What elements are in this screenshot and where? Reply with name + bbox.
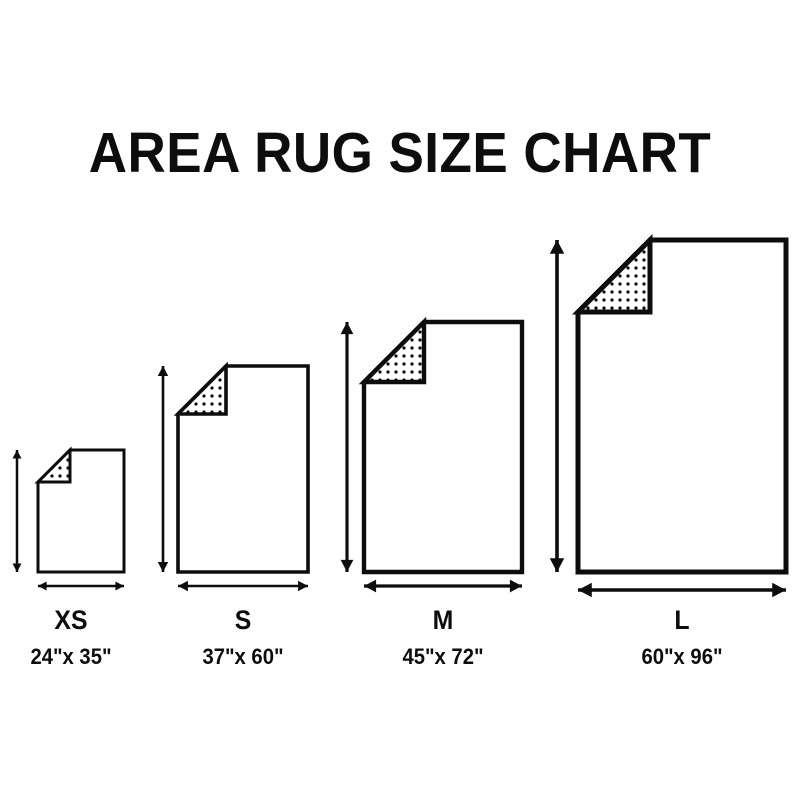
- size-dimensions-l: 60"x 96": [641, 644, 723, 669]
- length-arrow-m-head: [340, 559, 354, 572]
- size-label-l: L 60"x 96": [582, 606, 782, 669]
- size-name-m: M: [432, 605, 454, 635]
- size-name-l: L: [674, 605, 690, 635]
- length-arrow-s: [157, 366, 169, 572]
- rug-s: [157, 361, 310, 592]
- length-arrow-l-head: [549, 240, 565, 254]
- length-arrow-xs: [12, 450, 22, 572]
- width-arrow-l-head: [578, 582, 592, 598]
- width-arrow-m: [364, 579, 522, 593]
- size-name-s: S: [234, 605, 252, 635]
- length-arrow-s-head: [157, 366, 169, 376]
- width-arrow-xs-head: [115, 581, 124, 591]
- page-title: AREA RUG SIZE CHART: [88, 121, 712, 185]
- length-arrow-m-head: [340, 322, 354, 335]
- size-dimensions-m: 45"x 72": [402, 644, 484, 669]
- size-dimensions-xs: 24"x 35": [30, 644, 112, 669]
- length-arrow-s-head: [157, 562, 169, 572]
- fold-outline-l: [571, 233, 653, 315]
- rug-m: [340, 316, 525, 593]
- width-arrow-s-head: [178, 580, 188, 592]
- width-arrow-l: [578, 582, 786, 598]
- width-arrow-xs: [38, 581, 124, 591]
- size-label-m: M 45"x 72": [343, 606, 543, 669]
- length-arrow-m: [340, 322, 354, 572]
- size-dimensions-s: 37"x 60": [202, 644, 284, 669]
- rug-l: [549, 233, 789, 598]
- fold-outline-s: [173, 361, 228, 416]
- length-arrow-l: [549, 240, 565, 572]
- length-arrow-xs-head: [12, 563, 22, 572]
- size-label-s: S 37"x 60": [143, 606, 343, 669]
- width-arrow-s: [178, 580, 308, 592]
- width-arrow-l-head: [772, 582, 786, 598]
- width-arrow-m-head: [509, 579, 522, 593]
- length-arrow-xs-head: [12, 450, 22, 459]
- fold-outline-m: [358, 316, 427, 385]
- size-label-xs: XS 24"x 35": [0, 606, 171, 669]
- fold-outline-xs: [34, 446, 72, 484]
- rug-xs: [12, 446, 126, 591]
- width-arrow-xs-head: [38, 581, 47, 591]
- rug-shapes-group: [12, 233, 789, 598]
- width-arrow-m-head: [364, 579, 377, 593]
- size-name-xs: XS: [54, 605, 88, 635]
- width-arrow-s-head: [298, 580, 308, 592]
- length-arrow-l-head: [549, 558, 565, 572]
